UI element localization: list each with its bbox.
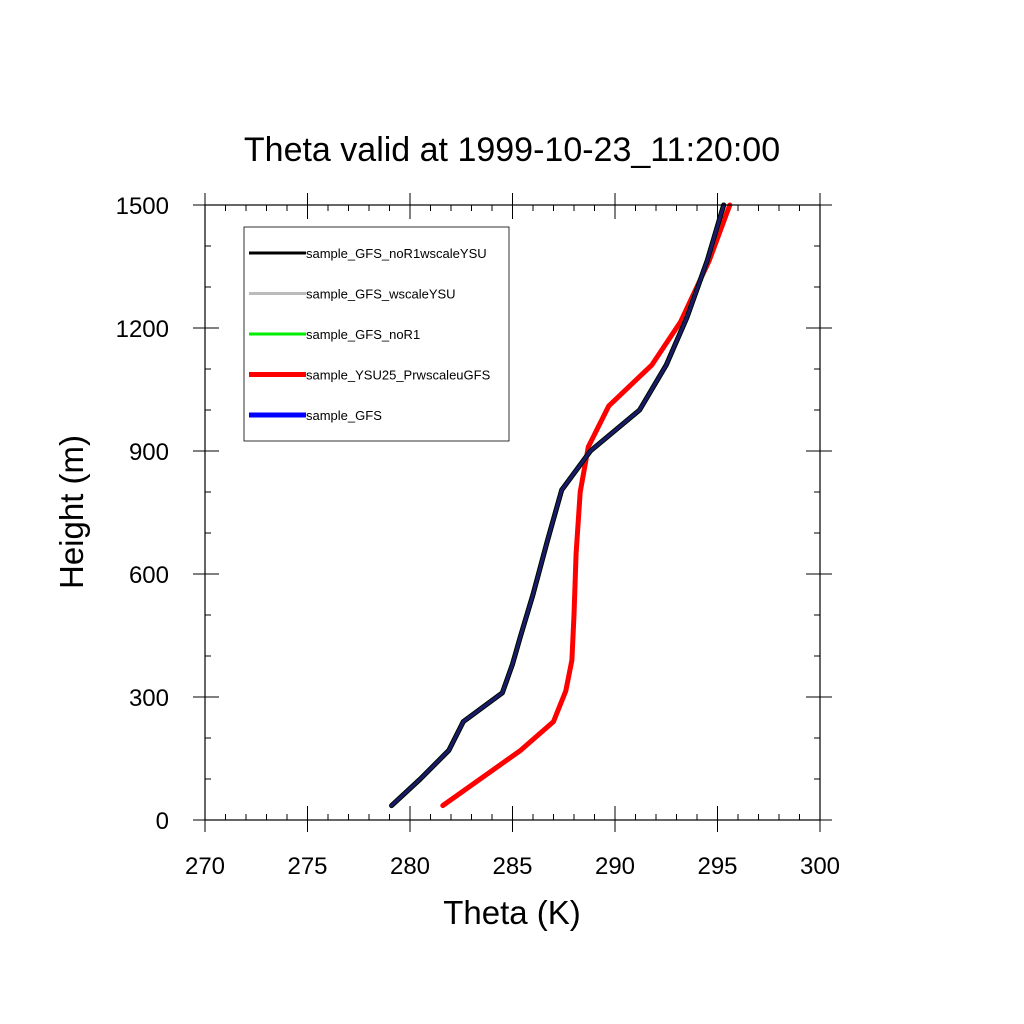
legend-label-4: sample_GFS — [306, 408, 382, 423]
x-axis-label: Theta (K) — [443, 894, 581, 931]
legend-label-3: sample_YSU25_PrwscaleuGFS — [306, 368, 491, 383]
legend-label-1: sample_GFS_wscaleYSU — [306, 287, 456, 302]
legend-label-2: sample_GFS_noR1 — [306, 327, 420, 342]
y-tick-label: 1500 — [116, 193, 169, 220]
series-line-3 — [440, 202, 733, 809]
legend: sample_GFS_noR1wscaleYSU sample_GFS_wscal… — [243, 226, 510, 442]
x-tick-label: 280 — [390, 853, 430, 880]
y-tick-label: 0 — [156, 808, 169, 835]
y-tick-label: 900 — [129, 439, 169, 466]
y-axis-label: Height (m) — [53, 435, 90, 589]
legend-label-0: sample_GFS_noR1wscaleYSU — [306, 246, 487, 261]
x-tick-label: 295 — [697, 853, 737, 880]
x-tick-label: 275 — [287, 853, 327, 880]
y-tick-label: 600 — [129, 562, 169, 589]
y-tick-label: 1200 — [116, 316, 169, 343]
y-tick-label: 300 — [129, 685, 169, 712]
x-tick-label: 270 — [185, 853, 225, 880]
x-tick-label: 285 — [492, 853, 532, 880]
series-line-4 — [390, 203, 726, 808]
x-tick-label: 300 — [800, 853, 840, 880]
chart-title: Theta valid at 1999-10-23_11:20:00 — [244, 131, 780, 169]
x-tick-label: 290 — [595, 853, 635, 880]
